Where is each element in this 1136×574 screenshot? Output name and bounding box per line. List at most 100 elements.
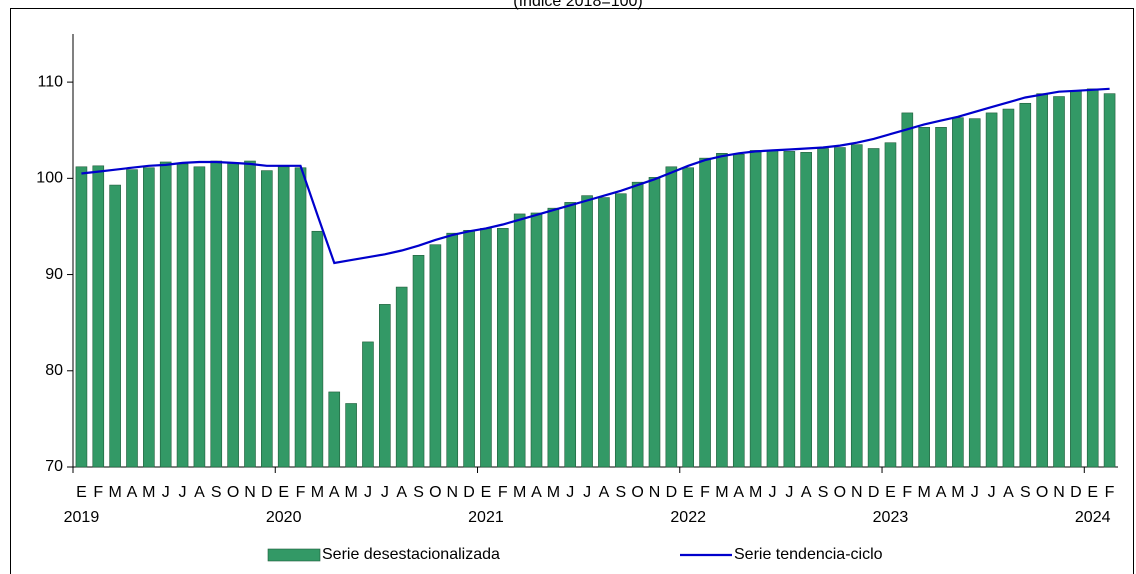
x-tick-label: A xyxy=(531,484,542,501)
year-label: 2024 xyxy=(1075,509,1111,526)
bar xyxy=(277,166,290,468)
year-label: 2019 xyxy=(64,509,100,526)
x-tick-label: A xyxy=(194,484,205,501)
bar xyxy=(92,165,105,468)
bar xyxy=(261,170,273,468)
x-tick-label: M xyxy=(749,484,762,501)
x-tick-label: J xyxy=(971,484,979,501)
bar xyxy=(631,181,644,468)
x-tick-label: F xyxy=(296,484,306,501)
bar xyxy=(1036,93,1048,468)
x-tick-label: A xyxy=(329,484,340,501)
x-tick-label: A xyxy=(396,484,407,501)
x-tick-label: S xyxy=(211,484,222,501)
x-tick-label: E xyxy=(481,484,492,501)
x-tick-label: F xyxy=(1105,484,1115,501)
x-tick-label: N xyxy=(244,484,256,501)
bar xyxy=(918,127,930,468)
x-tick-label: E xyxy=(1087,484,1098,501)
year-label: 2021 xyxy=(468,509,504,526)
y-tick-label: 70 xyxy=(45,458,63,475)
x-tick-label: A xyxy=(127,484,138,501)
bar xyxy=(109,184,121,468)
bar xyxy=(665,166,678,468)
x-tick-label: O xyxy=(631,484,643,501)
x-tick-label: A xyxy=(936,484,947,501)
x-tick-label: O xyxy=(834,484,846,501)
x-tick-label: D xyxy=(463,484,475,501)
x-tick-label: M xyxy=(715,484,728,501)
bar xyxy=(867,148,880,468)
legend-swatch xyxy=(267,548,321,562)
x-tick-label: E xyxy=(76,484,87,501)
x-tick-label: J xyxy=(583,484,591,501)
bar xyxy=(547,207,560,468)
bar xyxy=(850,144,863,468)
x-tick-label: J xyxy=(988,484,996,501)
bar xyxy=(75,166,88,468)
x-tick-label: D xyxy=(666,484,678,501)
x-tick-label: J xyxy=(768,484,776,501)
bar xyxy=(1053,96,1065,468)
x-tick-label: N xyxy=(446,484,458,501)
bar xyxy=(480,228,492,468)
bar xyxy=(682,167,695,468)
bar xyxy=(244,160,256,468)
x-tick-label: S xyxy=(1020,484,1031,501)
x-tick-label: M xyxy=(311,484,324,501)
x-tick-label: F xyxy=(700,484,710,501)
y-tick-label: 110 xyxy=(37,73,63,90)
x-tick-label: D xyxy=(261,484,273,501)
x-tick-label: O xyxy=(227,484,239,501)
x-tick-label: N xyxy=(851,484,863,501)
bar xyxy=(294,167,307,468)
bar xyxy=(952,117,964,468)
x-tick-label: J xyxy=(364,484,372,501)
bar xyxy=(614,193,627,468)
x-tick-label: A xyxy=(733,484,744,501)
bar xyxy=(884,142,897,468)
y-tick-label: 90 xyxy=(45,266,63,283)
bar xyxy=(193,166,206,468)
bar xyxy=(530,212,543,468)
bar xyxy=(496,228,509,468)
x-tick-label: A xyxy=(1003,484,1014,501)
bar xyxy=(732,153,745,468)
x-tick-label: M xyxy=(918,484,931,501)
x-tick-label: F xyxy=(498,484,508,501)
x-tick-label: M xyxy=(547,484,560,501)
bar xyxy=(716,153,728,468)
bar xyxy=(176,163,189,468)
bar xyxy=(699,157,711,468)
x-tick-label: N xyxy=(1053,484,1065,501)
bar xyxy=(463,229,475,468)
bar xyxy=(143,167,155,468)
bar xyxy=(817,148,829,468)
x-tick-label: J xyxy=(566,484,574,501)
bar xyxy=(968,118,981,468)
bar xyxy=(598,197,610,468)
x-tick-label: N xyxy=(649,484,661,501)
bar xyxy=(935,127,947,468)
bar xyxy=(328,391,341,468)
x-tick-label: S xyxy=(615,484,626,501)
year-label: 2022 xyxy=(670,509,706,526)
x-tick-label: D xyxy=(1070,484,1082,501)
bar xyxy=(227,162,239,468)
x-tick-label: J xyxy=(162,484,170,501)
bar xyxy=(901,112,914,468)
x-tick-label: D xyxy=(868,484,880,501)
frame xyxy=(10,8,1134,574)
x-tick-label: M xyxy=(344,484,357,501)
bar xyxy=(379,304,391,468)
bar xyxy=(564,202,577,468)
chart-subtitle: (índice 2018=100) xyxy=(513,0,642,10)
bar xyxy=(1019,102,1032,468)
x-tick-label: M xyxy=(513,484,526,501)
bar xyxy=(749,150,762,468)
bar xyxy=(362,341,374,468)
bar xyxy=(210,160,223,468)
bar xyxy=(412,255,425,468)
